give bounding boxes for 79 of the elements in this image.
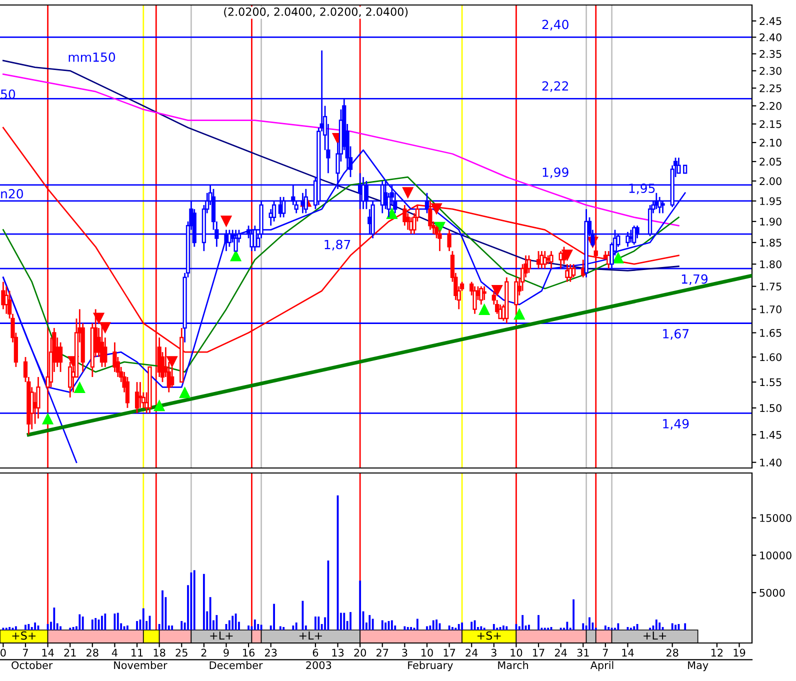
x-tick-label: 3	[491, 648, 496, 657]
x-tick-label: 11	[132, 648, 143, 656]
ref-line-label: 1,99	[542, 168, 568, 178]
ref-line-label: 1,79	[682, 274, 708, 286]
ref-line-label: 2,40	[542, 20, 568, 30]
y-tick-label: 2.05	[760, 158, 782, 166]
x-tick-label: 0	[0, 648, 6, 657]
band-label: +S+	[477, 631, 501, 640]
y-tick-label: 2.35	[760, 50, 782, 58]
y-tick-label: 1.65	[760, 328, 782, 337]
ref-line-label: 1,87	[324, 240, 350, 251]
x-tick-label: 14	[622, 648, 634, 656]
y-tick-label: 1.75	[760, 282, 782, 290]
x-tick-label: 13	[332, 648, 344, 657]
x-tick-label: 12	[711, 648, 723, 656]
band-label: +L+	[210, 631, 233, 640]
x2-tick-label: February	[408, 661, 453, 672]
y-tick-label: 2.30	[760, 66, 782, 75]
x2-tick-label: December	[210, 661, 263, 670]
x-tick-label: 3	[402, 648, 408, 657]
x-tick-label: 4	[112, 648, 118, 656]
x-tick-label: 17	[444, 648, 456, 656]
y-tick-label: 2.25	[760, 84, 782, 92]
y-tick-label: 1.80	[760, 260, 782, 268]
x2-tick-label: 2003	[306, 661, 332, 670]
x-tick-label: 7	[602, 648, 608, 656]
x-tick-label: 9	[224, 648, 229, 657]
ref-line-label: 1,49	[663, 418, 689, 430]
x-tick-label: 2	[201, 648, 206, 656]
x2-tick-label: March	[498, 661, 528, 670]
x-tick-label: 16	[243, 648, 255, 657]
x-tick-label: 28	[86, 648, 98, 657]
x2-tick-label: November	[114, 661, 168, 670]
x-tick-label: 24	[466, 648, 478, 656]
x-tick-label: 7	[23, 648, 28, 656]
y-tick-label: 15000	[760, 514, 792, 522]
x-tick-label: 10	[422, 648, 433, 657]
ref-line-label: 2,22	[542, 81, 568, 92]
y-tick-label: 1.95	[760, 197, 782, 206]
y-tick-label: 1.50	[760, 404, 782, 412]
annotation: mm150	[68, 52, 116, 62]
y-tick-label: 5000	[760, 588, 785, 597]
y-tick-label: 2.15	[760, 120, 782, 128]
x-tick-label: 20	[354, 648, 366, 657]
band-label: +S+	[12, 631, 36, 640]
band-label: +L+	[644, 631, 666, 640]
y-tick-label: 2.10	[760, 138, 782, 147]
x-tick-label: 25	[176, 648, 188, 657]
y-tick-label: 1.60	[760, 353, 782, 362]
y-tick-label: 10000	[760, 551, 792, 560]
x-tick-label: 23	[264, 648, 277, 657]
x-tick-label: 10	[510, 648, 522, 657]
y-tick-label: 1.55	[760, 378, 782, 386]
x2-tick-label: October	[12, 661, 53, 670]
y-tick-label: 1.45	[760, 431, 782, 439]
y-tick-label: 2.20	[760, 102, 782, 110]
x-tick-label: 6	[312, 648, 318, 657]
annotation: n20	[1, 189, 23, 198]
x2-tick-label: April	[590, 661, 614, 672]
x-tick-label: 14	[42, 648, 54, 656]
x-tick-label: 21	[64, 648, 76, 656]
y-tick-label: 2.00	[760, 177, 782, 186]
y-tick-label: 2.45	[760, 17, 782, 26]
x-tick-label: 19	[734, 648, 746, 657]
band-label: +L+	[299, 631, 322, 640]
x2-tick-label: May	[688, 661, 708, 672]
x-tick-label: 28	[666, 648, 678, 657]
y-tick-label: 1.85	[760, 238, 782, 247]
x-tick-label: 17	[533, 648, 544, 656]
x-tick-label: 18	[154, 648, 166, 657]
y-tick-label: 1.70	[760, 305, 782, 314]
x-tick-label: 24	[554, 648, 567, 656]
y-tick-label: 1.90	[760, 218, 782, 226]
chart-title: (2.0200, 2.0400, 2.0200, 2.0400)	[224, 7, 408, 18]
x-tick-label: 27	[376, 648, 388, 656]
y-tick-label: 2.40	[760, 33, 782, 42]
x-tick-label: 31	[577, 648, 589, 657]
y-tick-label: 1.40	[760, 458, 782, 466]
ref-line-label: 1,67	[663, 329, 689, 340]
